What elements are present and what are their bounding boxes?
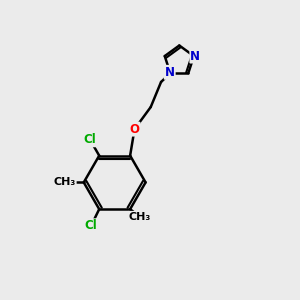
Text: N: N <box>190 50 200 63</box>
Text: Cl: Cl <box>84 133 97 146</box>
Text: Cl: Cl <box>85 219 98 232</box>
Text: CH₃: CH₃ <box>129 212 151 222</box>
Text: N: N <box>165 66 175 79</box>
Text: O: O <box>130 123 140 136</box>
Text: CH₃: CH₃ <box>53 177 76 188</box>
